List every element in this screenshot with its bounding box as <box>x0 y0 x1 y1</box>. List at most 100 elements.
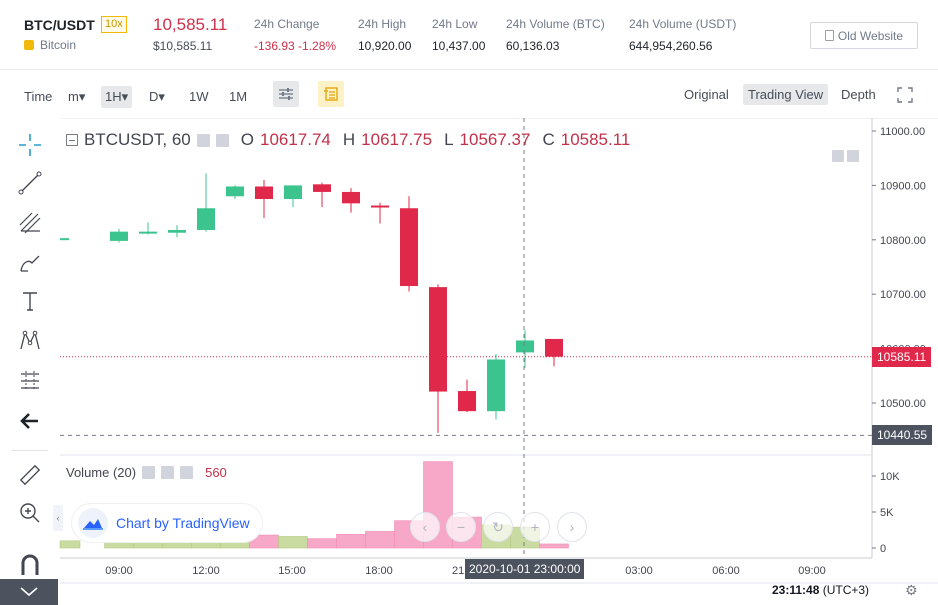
notes-button[interactable] <box>318 81 344 107</box>
chart-legend: BTCUSDT, 60 O 10617.74 H 10617.75 L 10567.3… <box>66 130 630 150</box>
market-header: BTC/USDT 10x Bitcoin 10,585.11 $10,585.1… <box>0 0 938 70</box>
symbol-interval: BTCUSDT, 60 <box>84 130 191 149</box>
fib-icon[interactable] <box>15 208 45 238</box>
volume-tick-label: 0 <box>880 543 886 555</box>
collapse-toolbar-button[interactable] <box>0 579 58 605</box>
time-tick-label: 06:00 <box>712 565 740 577</box>
pair-name[interactable]: BTC/USDT <box>24 17 95 33</box>
fullscreen-button[interactable] <box>897 87 913 108</box>
candle-body <box>313 184 331 192</box>
stat-24h-high: 24h High 10,920.00 <box>358 17 411 53</box>
reset-button[interactable]: ↻ <box>483 512 513 542</box>
low-label: L <box>444 130 454 149</box>
volume-value: 560 <box>205 465 227 480</box>
close-icon[interactable] <box>180 466 194 479</box>
candle-body <box>168 230 186 233</box>
interval-1m[interactable]: 1M <box>229 89 248 104</box>
interval-day[interactable]: D▾ <box>149 89 165 104</box>
eye-icon[interactable] <box>142 466 156 479</box>
candle-body <box>226 186 244 197</box>
pattern-icon[interactable] <box>15 326 45 356</box>
interval-1w[interactable]: 1W <box>189 89 209 104</box>
candle-body <box>545 338 563 357</box>
candle-body <box>110 231 128 241</box>
arrow-down-icon[interactable] <box>832 150 844 162</box>
price-tick-label: 10700.00 <box>880 289 926 301</box>
settings-icon[interactable] <box>215 133 229 147</box>
trend-line-icon[interactable] <box>15 168 45 198</box>
volume-bar <box>59 540 81 549</box>
time-tick-label: 15:00 <box>278 565 306 577</box>
fullscreen-icon <box>897 87 913 103</box>
magnet-icon[interactable] <box>15 550 45 580</box>
settings-icon[interactable] <box>161 466 175 479</box>
candle-body <box>139 231 157 234</box>
close-label: C <box>542 130 555 149</box>
old-website-button[interactable]: Old Website <box>810 22 918 49</box>
plus-icon: + <box>530 519 540 535</box>
candle-body <box>516 340 534 353</box>
candle-body <box>458 391 476 412</box>
clock[interactable]: 23:11:48 (UTC+3) <box>772 583 869 597</box>
candle-body <box>400 208 418 287</box>
zoom-in-icon[interactable] <box>15 498 45 528</box>
text-icon[interactable] <box>15 286 45 316</box>
zoom-out-button[interactable]: − <box>446 512 476 542</box>
tool-separator <box>12 450 48 451</box>
sliders-icon <box>279 88 293 100</box>
volume-bar <box>278 536 308 549</box>
gear-icon[interactable]: ⚙ <box>905 582 918 598</box>
clock-timezone: (UTC+3) <box>822 583 870 597</box>
open-label: O <box>240 130 254 149</box>
candle-body <box>255 186 273 199</box>
last-price: 10,585.11 <box>153 15 228 34</box>
arrow-down-icon[interactable] <box>847 150 859 162</box>
interval-1h[interactable]: 1H▾ <box>101 86 133 108</box>
price-tick-label: 10500.00 <box>880 398 926 410</box>
time-tick-label: 18:00 <box>365 565 393 577</box>
scroll-left-button[interactable]: ‹ <box>410 512 440 542</box>
collapse-legend-icon[interactable] <box>66 134 78 146</box>
time-tick-label: 21 <box>452 565 464 577</box>
volume-bar <box>133 541 163 549</box>
volume-legend: Volume (20) 560 <box>66 465 227 480</box>
chevron-left-icon: ‹ <box>422 519 428 535</box>
notes-icon <box>324 87 338 101</box>
stat-label: 24h Low <box>432 17 478 31</box>
back-arrow-icon[interactable] <box>15 406 45 436</box>
high-value: 10617.75 <box>361 130 433 149</box>
indicator-settings-button[interactable] <box>273 81 299 107</box>
low-value: 10567.37 <box>459 130 531 149</box>
zoom-in-button[interactable]: + <box>520 512 550 542</box>
minus-icon: − <box>456 519 466 535</box>
leverage-badge: 10x <box>101 16 127 33</box>
coin-row: Bitcoin <box>24 38 76 52</box>
coin-name: Bitcoin <box>40 38 77 52</box>
crosshair-timestamp: 2020-10-01 23:00:00 <box>465 559 585 579</box>
bitcoin-icon <box>24 40 34 50</box>
expand-tab[interactable]: ‹ <box>53 505 63 531</box>
view-depth[interactable]: Depth <box>841 87 876 102</box>
interval-minutes[interactable]: m▾ <box>68 89 86 104</box>
chart-toolbar: Time m▾ 1H▾ D▾ 1W 1M Original Trading Vi… <box>0 71 938 118</box>
volume-label: Volume (20) <box>66 465 137 480</box>
open-value: 10617.74 <box>259 130 331 149</box>
view-original[interactable]: Original <box>684 87 729 102</box>
ruler-icon[interactable] <box>15 460 45 490</box>
crosshair-icon[interactable] <box>15 130 45 160</box>
brush-icon[interactable] <box>15 248 45 278</box>
candle-body <box>284 185 302 199</box>
volume-bar <box>307 538 337 549</box>
crosshair-price-tag: 10440.55 <box>872 425 933 446</box>
stat-label: 24h High <box>358 17 407 31</box>
stat-label: 24h Volume (USDT) <box>629 17 737 31</box>
time-tick-label: 12:00 <box>192 565 220 577</box>
measure-icon[interactable] <box>15 366 45 396</box>
candle-body <box>342 191 360 204</box>
time-label: Time <box>24 89 53 104</box>
eye-icon[interactable] <box>196 133 210 147</box>
scroll-right-button[interactable]: › <box>557 512 587 542</box>
view-trading-view[interactable]: Trading View <box>743 84 829 105</box>
tradingview-logo[interactable]: Chart by TradingView <box>72 504 262 542</box>
stat-24h-volume-btc: 24h Volume (BTC) 60,136.03 <box>506 17 605 53</box>
